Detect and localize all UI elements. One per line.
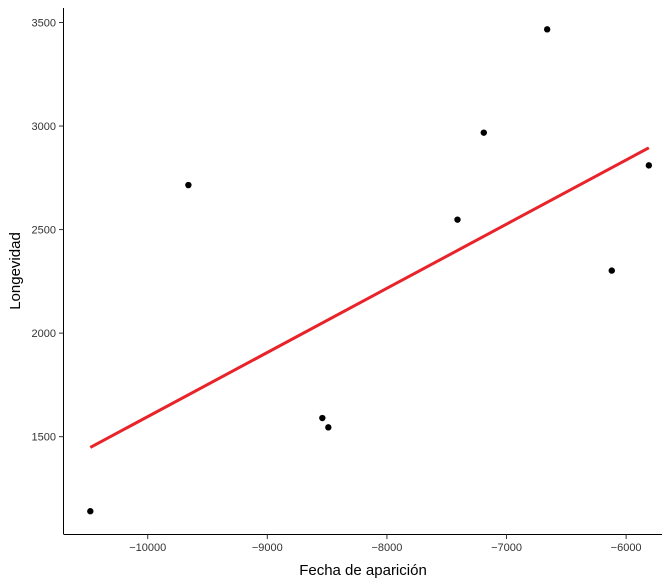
data-point bbox=[87, 508, 94, 515]
data-point bbox=[319, 414, 326, 422]
data-point bbox=[480, 129, 487, 136]
x-axis-title: Fecha de aparición bbox=[299, 562, 427, 578]
y-tick-label: 2500 bbox=[32, 225, 56, 237]
y-tick-label: 1500 bbox=[32, 432, 56, 444]
data-point bbox=[454, 216, 461, 223]
plot-area bbox=[87, 26, 653, 515]
data-point bbox=[645, 162, 653, 169]
x-tick-label: −10000 bbox=[129, 542, 166, 554]
y-tick-label: 3500 bbox=[32, 17, 56, 29]
data-point bbox=[185, 181, 192, 189]
x-tick-label: −6000 bbox=[611, 542, 642, 554]
data-point bbox=[543, 26, 551, 33]
y-tick-label: 3000 bbox=[32, 121, 56, 133]
data-point bbox=[608, 267, 615, 274]
y-axis-title: Longevidad bbox=[7, 232, 24, 310]
x-axis-ticks: −10000 −9000 −8000 −7000 −6000 bbox=[129, 534, 642, 554]
y-axis-ticks: 1500 2000 2500 3000 3500 bbox=[32, 17, 64, 444]
x-tick-label: −7000 bbox=[491, 542, 522, 554]
x-tick-label: −9000 bbox=[252, 542, 283, 554]
x-tick-label: −8000 bbox=[371, 542, 402, 554]
trend-line bbox=[89, 146, 650, 449]
data-point bbox=[325, 424, 332, 431]
y-tick-label: 2000 bbox=[32, 328, 56, 340]
